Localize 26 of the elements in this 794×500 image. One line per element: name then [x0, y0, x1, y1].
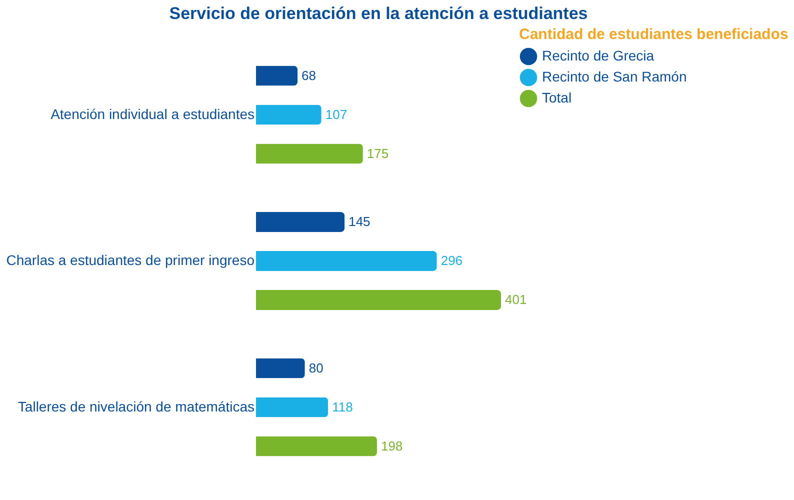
- bar: [256, 144, 363, 164]
- legend-title: Cantidad de estudiantes beneficiados: [519, 26, 788, 43]
- data-label: 198: [380, 438, 403, 454]
- legend-label: Recinto de San Ramón: [542, 68, 687, 84]
- data-label: 175: [366, 146, 389, 161]
- bar: [256, 66, 298, 86]
- legend-label: Recinto de Grecia: [542, 48, 654, 64]
- y-tick-label: Atención individual a estudiantes: [50, 106, 254, 122]
- bar: [256, 104, 322, 125]
- y-tick-label: Talleres de nivelación de matemáticas: [18, 398, 254, 414]
- data-label: 68: [302, 68, 316, 83]
- bar: [256, 436, 377, 456]
- bar: [256, 251, 437, 271]
- legend-label: Total: [542, 90, 572, 106]
- data-label: 145: [348, 214, 370, 229]
- data-label: 107: [325, 106, 348, 122]
- data-label: 80: [308, 360, 324, 376]
- data-label: 296: [440, 253, 463, 268]
- bar: [256, 212, 345, 232]
- bar: [256, 290, 501, 310]
- data-label: 118: [332, 399, 353, 414]
- bar: [256, 358, 305, 378]
- y-tick-label: Charlas a estudiantes de primer ingreso: [6, 252, 255, 268]
- chart-title: Servicio de orientación en la atención a estudiantes: [169, 4, 588, 23]
- bar: [256, 397, 328, 418]
- data-label: 401: [505, 292, 527, 307]
